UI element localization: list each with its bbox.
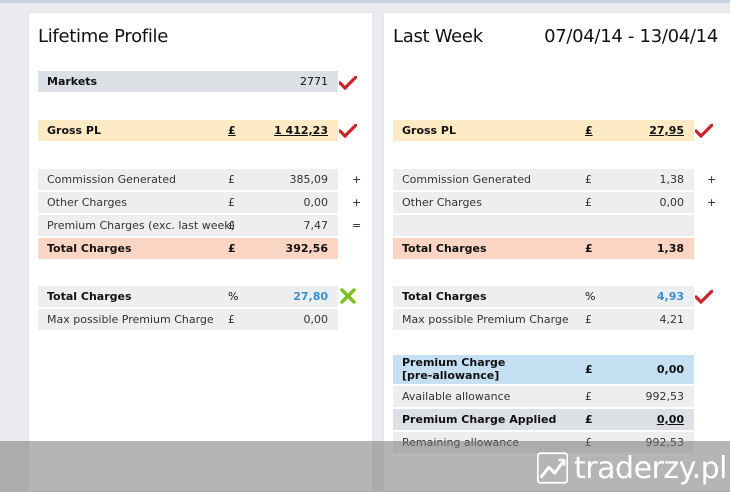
row-currency: £ [228,219,235,232]
lifetime-profile-panel: Lifetime Profile Markets 2771 Gross PL £… [28,12,373,492]
top-border [0,0,730,3]
row-unit: % [228,290,239,303]
row-currency: £ [228,124,236,137]
max-premium-row: Max possible Premium Charge £ 0,00 [38,309,338,330]
plus-sign: + [707,196,717,209]
markets-row: Markets 2771 [38,71,338,92]
max-premium-row: Max possible Premium Charge £ 4,21 [393,309,694,330]
row-value: 0,00 [656,363,684,376]
last-week-panel: Last Week 07/04/14 - 13/04/14 Gross PL £… [383,12,730,492]
row-label: Other Charges [47,196,127,209]
row-label: Premium Charges (exc. last week) [47,219,235,232]
row-value: 0,00 [303,313,329,326]
row-value: 1,38 [659,173,685,186]
panel-title: Lifetime Profile [38,26,168,47]
row-value: 7,47 [303,219,329,232]
row-currency: £ [585,124,593,137]
row-label: Max possible Premium Charge [402,313,569,326]
row-label: Commission Generated [47,173,176,186]
row-currency: £ [585,196,592,209]
plus-sign: + [352,173,362,186]
available-allowance-row: Available allowance £ 992,53 [393,386,694,407]
row-label: Total Charges [402,242,487,255]
row-value: 1,38 [656,242,684,255]
chart-logo-icon [537,452,569,484]
row-currency: £ [585,313,592,326]
label-line-1: Premium Charge [402,356,506,369]
total-charges-percent-row: Total Charges % 4,93 [393,286,694,307]
row-label: Commission Generated [402,173,531,186]
premium-pre-allowance-row: Premium Charge [pre-allowance] £ 0,00 [393,355,694,384]
row-label: Premium Charge [pre-allowance] [402,356,505,382]
row-label: Other Charges [402,196,482,209]
check-icon [339,74,357,92]
row-currency: £ [228,242,236,255]
row-label: Total Charges [47,290,132,303]
row-value: 4,93 [656,290,684,303]
row-label: Total Charges [47,242,132,255]
row-label: Available allowance [402,390,511,403]
other-charges-row: Other Charges £ 0,00 [38,192,338,213]
equals-sign: = [352,219,362,232]
row-currency: £ [228,173,235,186]
row-currency: £ [228,196,235,209]
watermark-overlay [0,441,730,492]
row-label: Gross PL [402,124,457,137]
row-value: 0,00 [659,196,685,209]
row-value: 1 412,23 [274,124,328,137]
total-charges-row: Total Charges £ 1,38 [393,238,694,259]
row-label: Markets [47,75,98,88]
row-value: 4,21 [659,313,685,326]
watermark-text: traderzy.pl [574,450,727,486]
row-unit: % [585,290,596,303]
row-value: 27,80 [293,290,328,303]
premium-applied-row: Premium Charge Applied £ 0,00 [393,409,694,430]
row-value: 992,53 [645,390,685,403]
check-icon [695,122,713,140]
premium-charges-row: Premium Charges (exc. last week) £ 7,47 [38,215,338,236]
check-icon [339,122,357,140]
gross-pl-row: Gross PL £ 1 412,23 [38,120,338,141]
commission-row: Commission Generated £ 385,09 [38,169,338,190]
row-value: 0,00 [303,196,329,209]
total-charges-percent-row: Total Charges % 27,80 [38,286,338,307]
gross-pl-row: Gross PL £ 27,95 [393,120,694,141]
plus-sign: + [352,196,362,209]
cross-icon [339,287,357,305]
label-line-2: [pre-allowance] [402,369,500,382]
watermark: traderzy.pl [537,447,727,489]
row-label: Max possible Premium Charge [47,313,214,326]
commission-row: Commission Generated £ 1,38 [393,169,694,190]
row-value: 0,00 [656,413,684,426]
row-label: Gross PL [47,124,102,137]
panel-title: Last Week [393,26,483,47]
row-currency: £ [585,242,593,255]
row-value: 27,95 [649,124,684,137]
row-label: Premium Charge Applied [402,413,557,426]
row-currency: £ [585,390,592,403]
blank-row [393,215,694,236]
total-charges-row: Total Charges £ 392,56 [38,238,338,259]
row-value: 2771 [300,75,328,88]
row-currency: £ [585,173,592,186]
row-value: 385,09 [289,173,329,186]
row-currency: £ [228,313,235,326]
row-currency: £ [585,363,593,376]
row-label: Total Charges [402,290,487,303]
row-currency: £ [585,413,593,426]
check-icon [695,288,713,306]
other-charges-row: Other Charges £ 0,00 [393,192,694,213]
date-range: 07/04/14 - 13/04/14 [544,26,718,47]
plus-sign: + [707,173,717,186]
row-value: 392,56 [285,242,328,255]
